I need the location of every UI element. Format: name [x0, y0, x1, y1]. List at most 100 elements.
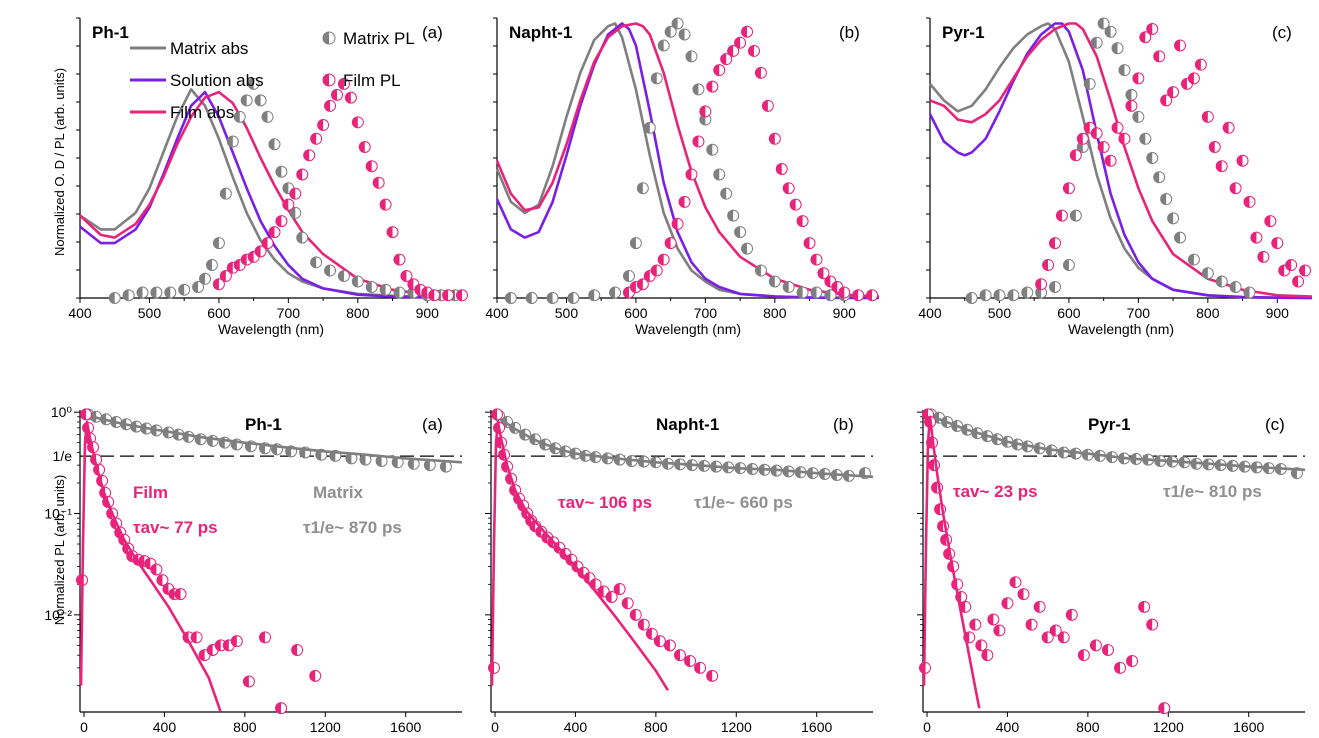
- y-tick-label: 10⁻²: [44, 607, 72, 623]
- data-point-fill: [679, 28, 685, 40]
- data-point-matrix-pl: [1062, 259, 1075, 272]
- data-point-matrix-pl: [1069, 209, 1082, 222]
- data-point-fill: [220, 188, 226, 200]
- data-point-fill: [259, 631, 265, 643]
- data-point-fill: [392, 456, 398, 468]
- data-point-fill: [769, 276, 775, 288]
- x-axis-label: Time (ps): [1085, 735, 1144, 738]
- series-line-matrix-fit: [85, 414, 463, 464]
- data-point-film-pl: [317, 119, 330, 132]
- data-point-fill: [1202, 111, 1208, 123]
- data-point-fill: [1257, 251, 1264, 263]
- data-point-fill: [213, 237, 219, 249]
- data-point-fill: [1070, 210, 1076, 222]
- data-point-matrix-pl: [379, 283, 392, 296]
- data-point-fill: [1264, 215, 1271, 227]
- x-tick-label: 800: [233, 719, 257, 735]
- annotation-film-tau-pyr: τav~ 23 ps: [953, 482, 1038, 501]
- data-point-matrix-pl: [199, 272, 212, 285]
- panel-label: (c): [1272, 23, 1292, 42]
- data-point-fill: [658, 39, 664, 51]
- panel-abs-c: 400 500 600 700 800 900 Wavelength (nm) Pyr-1 (c…: [918, 17, 1313, 337]
- data-point-matrix-pl: [337, 270, 350, 283]
- data-point-matrix-pl: [296, 231, 309, 244]
- data-point-film-pl: [706, 80, 719, 93]
- data-point-fill: [630, 281, 636, 293]
- data-point-fill: [685, 50, 692, 62]
- panel-label: (b): [833, 415, 854, 434]
- x-tick-label: 600: [1057, 305, 1081, 321]
- data-point-fill: [644, 270, 650, 282]
- data-point-fill: [748, 45, 754, 57]
- data-point-film-pl: [1285, 259, 1298, 272]
- annotation-matrix-tau-ph: τ1/e~ 870 ps: [303, 518, 402, 537]
- data-point-fill: [1167, 212, 1174, 224]
- data-point-fill: [1139, 31, 1146, 43]
- data-point-film-pl: [775, 162, 788, 175]
- data-point-film-pl: [351, 116, 364, 129]
- data-point-fill: [1216, 160, 1222, 172]
- data-point-film-pl: [692, 135, 705, 148]
- data-point-fill: [623, 287, 629, 299]
- x-tick-label: 700: [277, 305, 301, 321]
- data-point-matrix-pl: [1139, 132, 1152, 145]
- panel-title: Pyr-1: [942, 23, 985, 42]
- data-point-film-pl: [1243, 195, 1256, 208]
- data-point-fill: [1167, 86, 1174, 98]
- series-line-film-abs: [929, 22, 1313, 298]
- data-point-fill: [993, 625, 1000, 637]
- data-point-matrix-pl: [178, 283, 191, 296]
- data-point-film-pl: [1174, 39, 1187, 52]
- data-point-matrix-pl: [796, 286, 809, 299]
- data-point-fill: [940, 534, 947, 546]
- data-point-fill: [1084, 122, 1090, 134]
- data-point-matrix-pl: [1125, 88, 1138, 101]
- legend-matrix-abs: Matrix abs: [170, 39, 248, 58]
- data-point-film-pl: [613, 582, 626, 595]
- data-point-fill: [1084, 78, 1090, 90]
- data-point-fill: [505, 292, 511, 304]
- data-point-fill: [1153, 171, 1160, 183]
- data-point-fill: [215, 639, 221, 651]
- data-point-fill: [150, 564, 157, 576]
- data-point-fill: [1018, 588, 1024, 600]
- data-point-fill: [644, 122, 650, 134]
- data-point-fill: [296, 168, 303, 180]
- data-point-fill: [241, 94, 247, 106]
- data-point-film-pl: [1114, 661, 1127, 674]
- legend-matrix-pl: Matrix PL: [343, 29, 415, 48]
- data-point-fill: [797, 215, 803, 227]
- data-point-fill: [248, 78, 254, 90]
- x-axis-label: Wavelength (nm): [1068, 321, 1174, 337]
- x-tick-label: 0: [80, 719, 88, 735]
- data-point-film-pl: [684, 655, 697, 668]
- data-point-film-pl: [713, 64, 726, 77]
- panel-abs-b: 400 500 600 700 800 900 Wavelength (nm) Napht-1…: [485, 17, 880, 337]
- data-point-matrix-pl: [1153, 171, 1166, 184]
- data-point-film-pl: [1126, 655, 1139, 668]
- data-point-film-pl: [1146, 22, 1159, 35]
- data-point-film-pl: [653, 635, 666, 648]
- data-point-film-pl: [1201, 110, 1214, 123]
- data-point-film-pl: [309, 669, 322, 682]
- data-point-film-pl: [393, 253, 406, 266]
- data-point-matrix-pl: [247, 77, 260, 90]
- data-point-matrix-pl: [254, 94, 267, 107]
- data-point-matrix-pl: [1132, 110, 1145, 123]
- data-point-fill: [442, 289, 449, 301]
- x-tick-label: 500: [555, 305, 579, 321]
- legend-film-abs: Film abs: [170, 103, 234, 122]
- data-point-fill: [1034, 601, 1040, 613]
- data-point-film-pl: [337, 77, 350, 90]
- x-tick-label: 900: [416, 305, 440, 321]
- data-point-fill: [547, 292, 553, 304]
- data-point-matrix-pl: [650, 72, 663, 85]
- data-point-fill: [1202, 267, 1208, 279]
- data-point-fill: [291, 644, 298, 656]
- data-point-fill: [852, 289, 859, 301]
- data-point-film-pl: [488, 661, 501, 674]
- data-point-matrix-pl: [720, 187, 733, 200]
- data-point-fill: [706, 670, 713, 682]
- data-point-film-pl: [386, 226, 399, 239]
- data-point-film-pl: [1076, 132, 1089, 145]
